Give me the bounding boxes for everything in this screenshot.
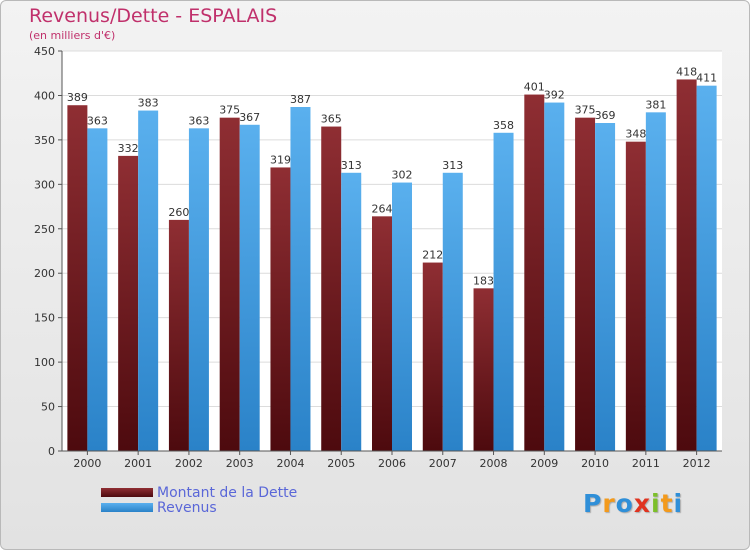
x-tick-label: 2005	[327, 457, 355, 470]
y-tick-label: 400	[34, 89, 55, 102]
value-label-dette: 264	[372, 202, 393, 215]
logo-letter: r	[602, 489, 616, 518]
x-tick-label: 2001	[124, 457, 152, 470]
y-tick-label: 50	[41, 401, 55, 414]
y-tick-label: 150	[34, 312, 55, 325]
bar-dette	[219, 117, 240, 452]
y-tick-label: 0	[48, 445, 55, 458]
value-label-dette: 418	[676, 65, 697, 78]
bar-dette	[67, 105, 88, 451]
logo-letter: o	[615, 489, 634, 518]
bar-revenus	[392, 182, 412, 452]
value-label-dette: 332	[118, 142, 139, 155]
value-label-dette: 375	[219, 104, 240, 117]
bar-revenus	[87, 128, 108, 451]
chart-subtitle: (en milliers d'€)	[29, 29, 116, 42]
x-tick-label: 2008	[480, 457, 508, 470]
legend: Montant de la Dette Revenus	[101, 484, 298, 516]
legend-item-revenus: Revenus	[101, 499, 297, 516]
x-tick-label: 2002	[175, 457, 203, 470]
legend-label-revenus: Revenus	[157, 499, 217, 516]
legend-swatch-revenus	[101, 503, 153, 512]
bar-dette	[270, 167, 291, 451]
y-tick-label: 450	[34, 45, 55, 58]
bar-dette	[372, 216, 392, 451]
x-tick-label: 2007	[429, 457, 457, 470]
bar-revenus	[188, 128, 209, 451]
value-label-dette: 183	[473, 274, 494, 287]
x-tick-label: 2012	[683, 457, 711, 470]
bar-dette	[422, 262, 443, 451]
x-tick-label: 2011	[632, 457, 660, 470]
value-label-dette: 348	[625, 128, 646, 141]
value-label-dette: 260	[168, 206, 189, 219]
y-tick-label: 100	[34, 356, 55, 369]
legend-item-dette: Montant de la Dette	[101, 484, 298, 501]
bar-revenus	[544, 102, 565, 452]
x-tick-label: 2003	[226, 457, 254, 470]
legend-label-dette: Montant de la Dette	[157, 484, 298, 501]
value-label-revenus: 302	[392, 169, 413, 182]
value-label-dette: 401	[524, 81, 545, 94]
logo-letter: t	[660, 489, 674, 518]
x-tick-label: 2006	[378, 457, 406, 470]
y-tick-label: 200	[34, 267, 55, 280]
bar-revenus	[696, 85, 717, 452]
value-label-revenus: 313	[341, 159, 362, 172]
x-tick-label: 2010	[581, 457, 609, 470]
proxiti-logo: Proxiti	[583, 489, 683, 518]
bar-revenus	[341, 172, 362, 451]
y-tick-label: 350	[34, 134, 55, 147]
value-label-revenus: 387	[290, 93, 311, 106]
value-label-dette: 389	[67, 91, 88, 104]
value-label-revenus: 358	[493, 119, 514, 132]
bar-dette	[676, 79, 697, 451]
value-label-revenus: 411	[696, 72, 717, 85]
value-label-revenus: 363	[87, 114, 108, 127]
bar-dette	[473, 288, 494, 451]
bar-dette	[575, 117, 596, 452]
value-label-revenus: 363	[188, 114, 209, 127]
value-label-revenus: 383	[138, 97, 159, 110]
bar-revenus	[239, 124, 260, 452]
value-label-revenus: 369	[595, 109, 616, 122]
value-label-revenus: 381	[645, 98, 666, 111]
value-label-dette: 319	[270, 153, 291, 166]
bar-revenus	[290, 107, 311, 451]
x-tick-label: 2004	[276, 457, 304, 470]
value-label-revenus: 313	[442, 159, 463, 172]
x-tick-label: 2000	[73, 457, 101, 470]
value-label-revenus: 392	[544, 89, 565, 102]
legend-swatch-dette	[101, 488, 153, 497]
logo-letter: P	[583, 489, 603, 518]
value-label-dette: 365	[321, 113, 342, 126]
bar-dette	[168, 219, 189, 451]
bar-revenus	[493, 132, 514, 451]
bar-revenus	[645, 112, 666, 451]
value-label-revenus: 367	[239, 111, 260, 124]
logo-letter: i	[673, 489, 684, 518]
logo-letter: x	[633, 489, 651, 518]
bar-revenus	[138, 110, 159, 452]
value-label-dette: 212	[422, 249, 443, 262]
bar-dette	[625, 141, 646, 451]
logo-letter: i	[651, 489, 661, 518]
chart-title: Revenus/Dette - ESPALAIS	[29, 5, 278, 27]
bar-dette	[524, 94, 545, 452]
bar-revenus	[595, 123, 616, 451]
y-tick-label: 250	[34, 223, 55, 236]
bar-dette	[321, 126, 342, 452]
x-tick-label: 2009	[530, 457, 558, 470]
bar-dette	[118, 155, 139, 451]
bar-revenus	[442, 172, 463, 451]
y-tick-label: 300	[34, 178, 55, 191]
value-label-dette: 375	[575, 104, 596, 117]
